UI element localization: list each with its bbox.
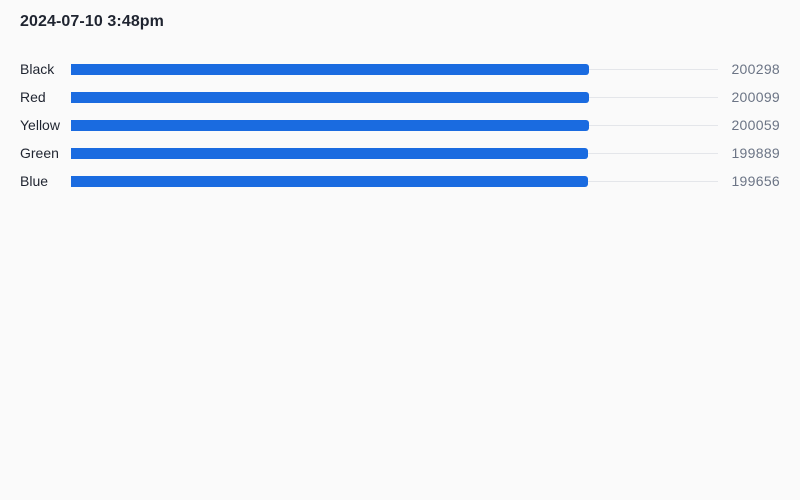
bar-value-label: 199656	[731, 173, 780, 189]
bar-value-label: 200059	[731, 117, 780, 133]
bar-label: Blue	[20, 173, 49, 189]
page-title: 2024-07-10 3:48pm	[20, 13, 165, 30]
bar-value-label: 200099	[731, 89, 780, 105]
bar-row: Green 199889	[0, 144, 800, 164]
bar-value-label: 199889	[731, 145, 780, 161]
bar	[71, 120, 589, 131]
bar-label: Green	[20, 145, 59, 161]
bar-label: Black	[20, 61, 55, 77]
bar-label: Red	[20, 89, 46, 105]
bar-row: Blue 199656	[0, 172, 800, 192]
bar-row: Black 200298	[0, 60, 800, 80]
bar	[71, 148, 588, 159]
bar	[71, 176, 588, 187]
bar-row: Yellow 200059	[0, 116, 800, 136]
bar	[71, 64, 589, 75]
bar-value-label: 200298	[731, 61, 780, 77]
bar-row: Red 200099	[0, 88, 800, 108]
bar-label: Yellow	[20, 117, 60, 133]
bar	[71, 92, 589, 103]
